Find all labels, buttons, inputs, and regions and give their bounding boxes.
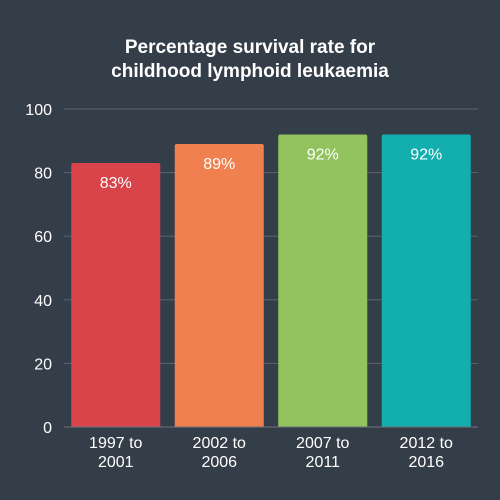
x-tick-label: 2001: [98, 454, 134, 471]
y-tick-label: 20: [34, 356, 52, 373]
data-label: 89%: [203, 156, 235, 173]
y-tick-label: 60: [34, 229, 52, 246]
x-tick-label: 2007 to: [296, 435, 349, 452]
x-tick-label: 2012 to: [400, 435, 453, 452]
x-tick-label: 2011: [306, 454, 341, 471]
x-tick-label: 2006: [201, 454, 237, 471]
y-tick-label: 100: [25, 102, 52, 119]
x-tick-label: 2002 to: [193, 435, 246, 452]
chart-title-line-2: childhood lymphoid leukaemia: [111, 61, 389, 82]
data-label: 92%: [410, 146, 442, 163]
data-label: 83%: [100, 175, 132, 192]
x-tick-label: 2016: [408, 454, 444, 471]
data-label: 92%: [307, 146, 339, 163]
y-tick-label: 80: [34, 166, 52, 183]
y-tick-label: 40: [34, 293, 52, 310]
bar: [174, 143, 264, 428]
chart-title: Percentage survival rate for childhood l…: [0, 36, 500, 84]
bar: [381, 134, 471, 427]
y-tick-label: 0: [43, 420, 52, 437]
chart-title-line-1: Percentage survival rate for: [124, 37, 376, 58]
bar: [278, 134, 368, 427]
x-tick-label: 1997 to: [89, 435, 142, 452]
bar: [71, 163, 161, 427]
